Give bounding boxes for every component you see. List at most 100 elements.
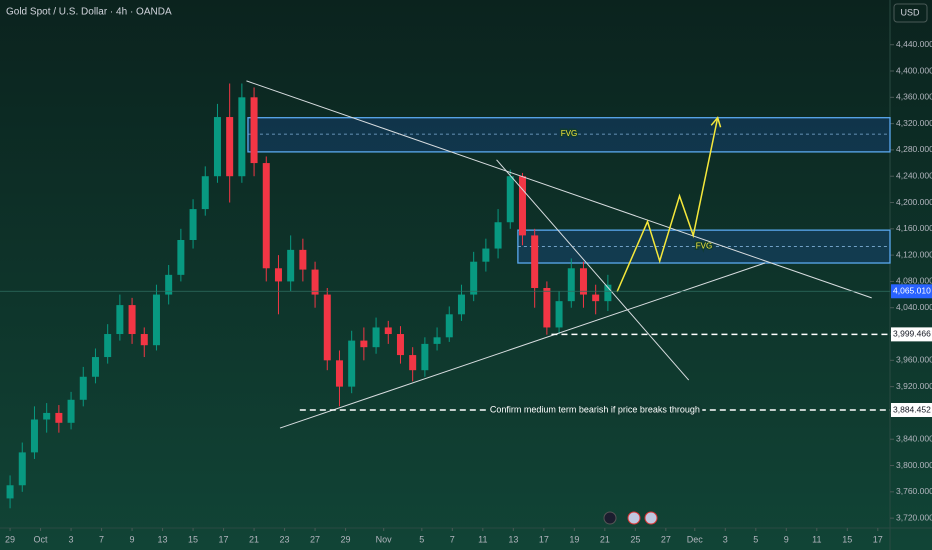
candle-body <box>116 305 124 335</box>
currency-button[interactable] <box>893 3 928 23</box>
fvg-label: FVG <box>696 242 712 251</box>
level-price-label: 3,884.452 <box>893 404 931 414</box>
candle-body <box>287 249 295 282</box>
event-icon[interactable] <box>603 511 617 525</box>
x-tick-label: 17 <box>219 534 229 544</box>
x-tick-label: 5 <box>419 534 424 544</box>
y-tick-label: 4,400.000 <box>896 65 932 75</box>
candle-body <box>30 419 38 453</box>
candle-body <box>531 235 539 288</box>
x-tick-label: 21 <box>249 534 259 544</box>
last-price-box <box>891 284 932 299</box>
candle-body <box>409 355 417 371</box>
candle-body <box>518 176 526 236</box>
candle-body <box>238 97 246 177</box>
candle-body <box>55 412 63 423</box>
y-tick-label: 3,760.000 <box>896 486 932 496</box>
x-tick-label: 25 <box>630 534 640 544</box>
y-tick-label: 4,160.000 <box>896 223 932 233</box>
candle-body <box>348 340 356 387</box>
currency[interactable]: USD <box>900 7 920 17</box>
candle-body <box>152 294 160 346</box>
candle-body <box>567 268 575 302</box>
candle-body <box>360 340 368 348</box>
candle-body <box>592 294 600 302</box>
candle-body <box>323 294 331 361</box>
x-tick-label: 9 <box>784 534 789 544</box>
event-icon[interactable] <box>644 511 658 525</box>
projection-arrowhead <box>710 116 722 128</box>
y-tick-label: 4,040.000 <box>896 302 932 312</box>
candle-body <box>201 176 209 210</box>
x-tick-label: 13 <box>508 534 518 544</box>
candle-body <box>543 288 551 328</box>
candle-body <box>604 284 612 302</box>
candle-body <box>555 301 563 328</box>
x-tick-label: 29 <box>5 534 15 544</box>
candle-body <box>311 269 319 295</box>
y-tick-label: 4,080.000 <box>896 276 932 286</box>
x-tick-label: 17 <box>539 534 549 544</box>
x-tick-label: 19 <box>569 534 579 544</box>
candle-body <box>189 209 197 240</box>
candle-body <box>250 97 258 164</box>
candle-body <box>579 268 587 295</box>
chart-title: Gold Spot / U.S. Dollar · 4h · OANDA <box>6 7 172 18</box>
x-tick-label: 7 <box>99 534 104 544</box>
fvg-label: FVG <box>561 129 577 138</box>
y-tick-label: 4,440.000 <box>896 39 932 49</box>
y-tick-label: 3,920.000 <box>896 381 932 391</box>
candle-body <box>226 117 234 177</box>
level-price-label: 3,999.466 <box>893 329 931 339</box>
candle-body <box>470 261 478 295</box>
x-tick-label: Oct <box>34 534 49 544</box>
x-tick-label: 7 <box>450 534 455 544</box>
x-tick-label: 17 <box>873 534 883 544</box>
y-tick-label: 4,360.000 <box>896 92 932 102</box>
y-tick-label: 4,240.000 <box>896 170 932 180</box>
x-tick-label: 29 <box>341 534 351 544</box>
candle-body <box>67 399 75 423</box>
x-tick-label: 15 <box>842 534 852 544</box>
candle-body <box>177 240 185 275</box>
event-icons <box>603 511 658 525</box>
level-price-box <box>891 403 932 418</box>
candle-body <box>274 268 282 282</box>
x-tick-label: 27 <box>661 534 671 544</box>
candle-body <box>6 485 14 499</box>
candle-body <box>396 334 404 356</box>
candle-body <box>299 249 307 270</box>
level-text: Confirm medium term bearish if price bre… <box>490 404 700 414</box>
x-tick-label: 5 <box>753 534 758 544</box>
candle-body <box>79 376 87 400</box>
candle-body <box>433 337 441 344</box>
x-tick-label: Dec <box>687 534 704 544</box>
candle-body <box>128 305 136 335</box>
x-tick-label: 15 <box>188 534 198 544</box>
event-icon[interactable] <box>627 511 641 525</box>
last-price-label: 4,065.010 <box>893 286 931 296</box>
candle-body <box>104 334 112 358</box>
y-tick-label: 3,720.000 <box>896 512 932 522</box>
level-price-box <box>891 327 932 342</box>
x-tick-label: 27 <box>310 534 320 544</box>
candle-body <box>457 294 465 315</box>
x-tick-label: 11 <box>812 534 821 544</box>
y-tick-label: 4,280.000 <box>896 144 932 154</box>
projection-path <box>616 117 719 293</box>
candle-body <box>482 248 490 262</box>
plot-area: FVG FVG Confirm medium term bearish if pri… <box>0 80 891 509</box>
x-tick-label: 13 <box>158 534 168 544</box>
candle-body <box>494 222 502 249</box>
y-tick-label: 4,200.000 <box>896 197 932 207</box>
trend-line <box>279 262 766 429</box>
trend-line <box>246 80 872 299</box>
candle-body <box>421 343 429 371</box>
fvg-zone <box>247 117 891 153</box>
candle-body <box>372 327 380 348</box>
candle-body <box>91 357 99 377</box>
y-tick-label: 4,120.000 <box>896 249 932 259</box>
